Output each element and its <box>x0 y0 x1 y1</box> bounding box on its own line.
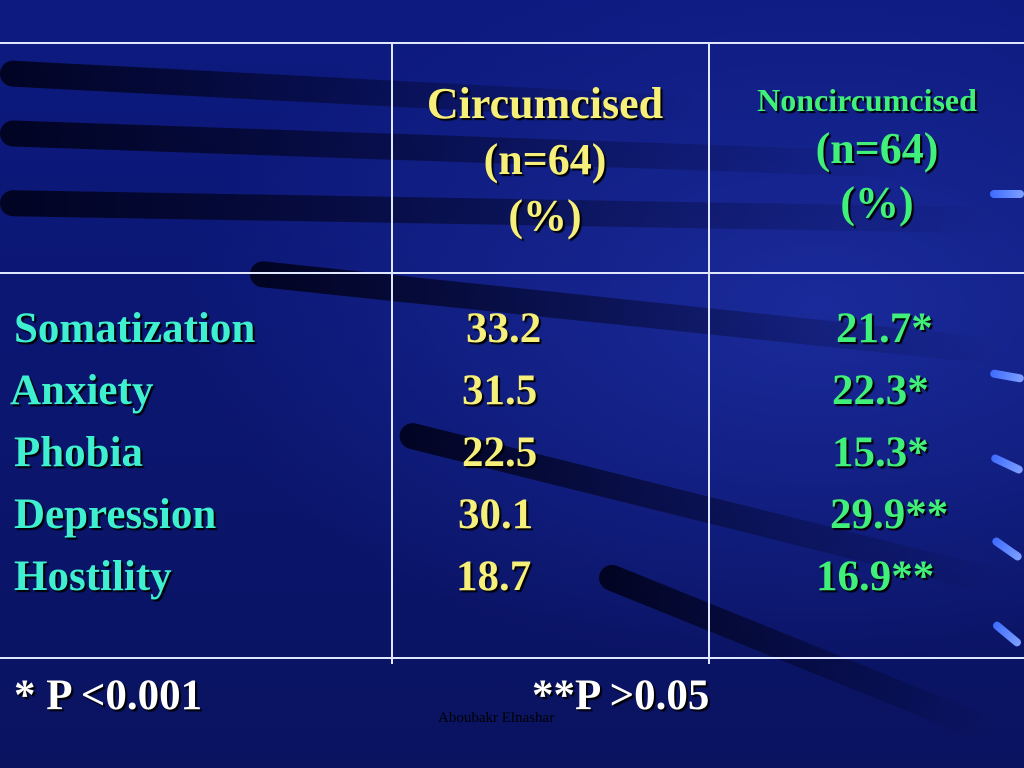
table-bottom-border <box>0 657 1024 659</box>
row-label: Depression <box>14 491 217 538</box>
table-header-divider <box>0 272 1024 274</box>
cell-circumcised: 30.1 <box>458 491 534 538</box>
cell-circumcised: 18.7 <box>456 553 532 600</box>
header-noncircumcised: Noncircumcised (n=64) (%) <box>712 78 1022 230</box>
table-top-border <box>0 42 1024 44</box>
cell-noncircumcised: 15.3* <box>832 429 929 476</box>
decorative-dash <box>990 190 1024 198</box>
footnote-p-001: * P <0.001 <box>14 672 203 719</box>
header-circumcised-unit: (%) <box>508 191 582 240</box>
header-noncircumcised-unit: (%) <box>840 178 914 227</box>
header-circumcised-title: Circumcised <box>426 79 664 128</box>
author-credit: Aboubakr Elnashar <box>438 710 555 726</box>
header-circumcised-n: (n=64) <box>483 135 607 184</box>
footnote-p-005: **P >0.05 <box>532 672 710 719</box>
row-label: Phobia <box>14 429 144 476</box>
column-divider-2 <box>708 42 710 664</box>
row-label: Hostility <box>14 553 172 600</box>
header-circumcised: Circumcised (n=64) (%) <box>400 76 690 244</box>
column-divider-1 <box>391 42 393 664</box>
cell-noncircumcised: 22.3* <box>832 367 929 414</box>
cell-noncircumcised: 29.9** <box>830 491 949 538</box>
cell-noncircumcised: 21.7* <box>836 305 933 352</box>
row-label: Somatization <box>14 305 256 352</box>
cell-circumcised: 33.2 <box>466 305 542 352</box>
header-noncircumcised-n: (n=64) <box>815 124 939 173</box>
row-label: Anxiety <box>10 367 154 414</box>
cell-noncircumcised: 16.9** <box>816 553 935 600</box>
cell-circumcised: 22.5 <box>462 429 538 476</box>
cell-circumcised: 31.5 <box>462 367 538 414</box>
header-noncircumcised-title: Noncircumcised <box>757 82 977 118</box>
